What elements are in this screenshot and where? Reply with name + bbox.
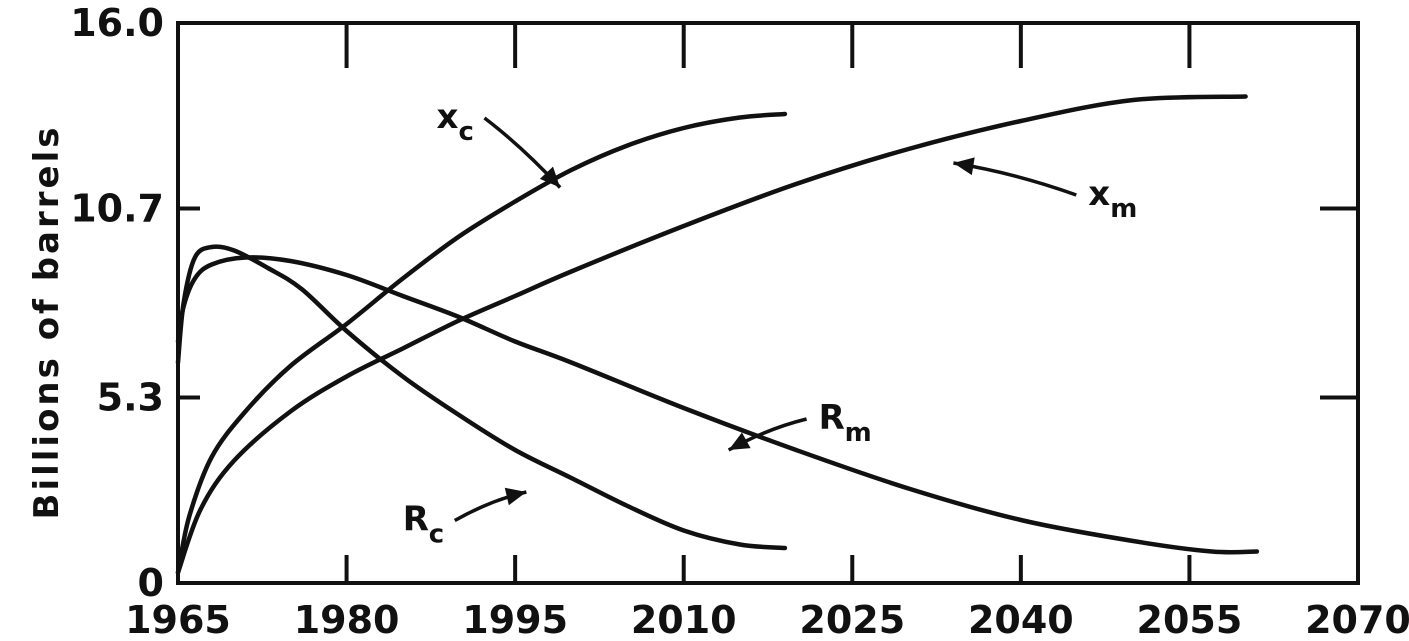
series-label-R_m: R — [819, 398, 845, 438]
series-label-x_m: x — [1088, 174, 1110, 214]
y-tick-label: 10.7 — [70, 187, 164, 231]
x-tick-label: 2070 — [1305, 598, 1409, 641]
y-tick-label: 5.3 — [97, 376, 164, 420]
annotation-arrowhead-x_m — [953, 157, 975, 176]
y-tick-label: 16.0 — [70, 1, 164, 45]
series-line-x_c — [175, 111, 788, 575]
series-label-sub-x_m: m — [1110, 194, 1137, 224]
series-label-sub-R_c: c — [429, 520, 444, 550]
annotation-arrowhead-R_c — [504, 487, 527, 506]
series-label-x_c: x — [436, 97, 458, 137]
series-line-R_c — [175, 244, 788, 551]
series-line-R_m — [175, 255, 1260, 555]
x-tick-label: 2055 — [1137, 598, 1243, 641]
annotation-layer: x cx mR mR c — [403, 97, 1138, 550]
annotation-arrowhead-R_m — [728, 432, 751, 450]
series-label-sub-x_c: c — [458, 117, 473, 147]
series-label-sub-R_m: m — [845, 418, 872, 448]
series-layer — [175, 94, 1260, 575]
x-tick-label: 1980 — [294, 598, 400, 641]
x-tick-label: 1965 — [125, 598, 231, 641]
axes: 1965 1980 1995 2010 2025 2040 2055 2070 0 5.3 10.7… — [70, 1, 1409, 641]
x-tick-label: 2040 — [968, 598, 1074, 641]
y-axis-label: Billions of barrels — [27, 125, 67, 520]
x-tick-label: 2025 — [799, 598, 905, 641]
series-label-R_c: R — [403, 500, 429, 540]
x-tick-label: 1995 — [462, 598, 568, 641]
x-tick-label: 2010 — [631, 598, 737, 641]
y-tick-label: 0 — [138, 561, 164, 605]
annotation-arrowhead-x_c — [539, 166, 561, 188]
plot-frame — [176, 21, 1360, 585]
series-line-x_m — [175, 94, 1248, 575]
